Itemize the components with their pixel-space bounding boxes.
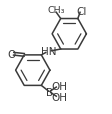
- Text: OH: OH: [51, 82, 67, 91]
- Text: CH₃: CH₃: [47, 6, 65, 15]
- Text: HN: HN: [41, 47, 57, 57]
- Text: Cl: Cl: [77, 6, 87, 16]
- Text: O: O: [7, 49, 15, 59]
- Text: B: B: [46, 87, 53, 97]
- Text: OH: OH: [51, 92, 67, 102]
